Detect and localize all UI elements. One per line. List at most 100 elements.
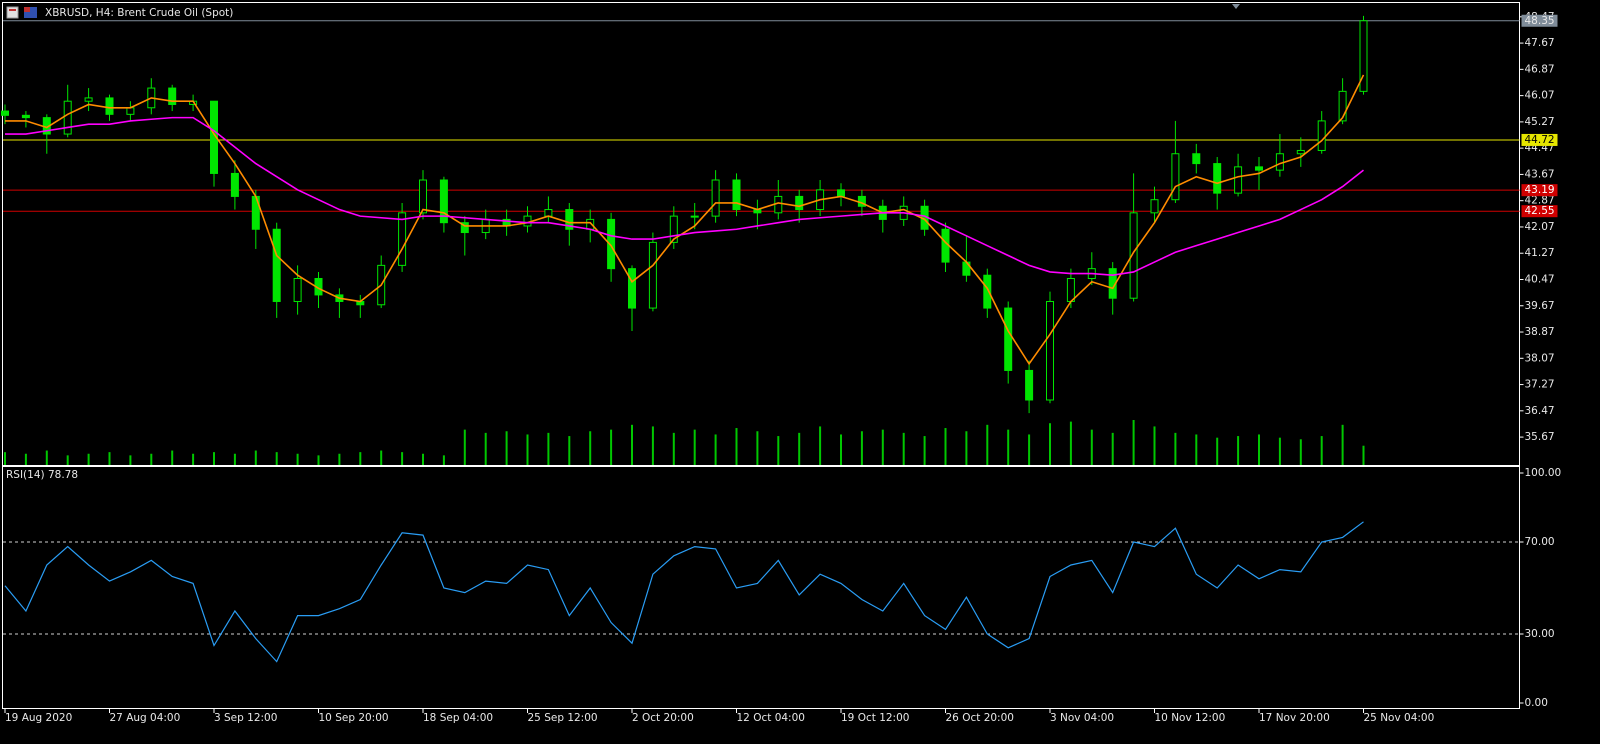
volume-bar [819, 426, 822, 465]
volume-bar [881, 429, 884, 465]
x-tick-label: 3 Nov 04:00 [1050, 712, 1114, 724]
candle-body [648, 241, 657, 309]
candle-body [1004, 307, 1013, 371]
volume-bar [1049, 423, 1051, 465]
volume-bar [840, 434, 842, 465]
volume-bar [484, 432, 487, 465]
y-tick-label: 70.00 [1525, 536, 1555, 548]
x-tick-label: 27 Aug 04:00 [110, 712, 181, 724]
candle-body [1296, 149, 1305, 155]
volume-bar [24, 453, 27, 465]
volume-bar [1195, 434, 1198, 465]
volume-bar [1153, 426, 1156, 465]
volume-bar [108, 452, 111, 465]
x-tick-label: 3 Sep 12:00 [214, 712, 277, 724]
volume-bar [986, 424, 989, 465]
volume-bar [422, 453, 424, 465]
y-tick-label: 38.87 [1525, 326, 1555, 338]
y-tick-label: 30.00 [1525, 628, 1555, 640]
candle-body [565, 209, 574, 230]
volume-bar [1216, 437, 1219, 465]
y-tick-label: 46.07 [1525, 90, 1555, 102]
volume-bar [4, 452, 6, 465]
candle-body [1213, 163, 1222, 194]
volume-bar [401, 452, 404, 465]
candle-body [1171, 153, 1180, 201]
icon [24, 7, 30, 12]
volume-bar [1362, 445, 1365, 465]
candle-body [230, 172, 239, 197]
volume-bar [1111, 432, 1114, 465]
rsi-title: RSI(14) 78.78 [6, 469, 78, 481]
candle-body [795, 195, 804, 211]
candle-body [419, 179, 427, 214]
volume-bar [965, 431, 968, 465]
volume-bar [651, 426, 654, 465]
candle-body [837, 189, 845, 197]
volume-bar [171, 450, 174, 465]
candle-body [711, 179, 720, 217]
volume-bar [317, 455, 320, 465]
y-tick-label: 40.47 [1525, 273, 1555, 285]
candle-body [210, 100, 218, 174]
candle-body [1192, 153, 1201, 165]
candle-body [84, 97, 93, 102]
volume-bar [45, 450, 48, 465]
volume-bar [1174, 432, 1177, 465]
volume-bar [1278, 437, 1281, 465]
candle-body [63, 100, 72, 135]
x-tick-label: 25 Nov 04:00 [1364, 712, 1435, 724]
volume-bar [380, 450, 383, 465]
candle-body [690, 215, 699, 218]
moving-average [5, 74, 1365, 366]
y-tick-label: 42.07 [1525, 221, 1555, 233]
volume-bar [1007, 429, 1010, 465]
candle-body [21, 114, 30, 119]
x-tick-label: 10 Nov 12:00 [1155, 712, 1226, 724]
volume-bar [1028, 434, 1031, 465]
candle-body [1150, 199, 1159, 214]
volume-bar [1069, 421, 1072, 465]
icon [24, 7, 37, 18]
y-tick-label: 47.67 [1525, 37, 1555, 49]
rsi-name: RSI(14) [6, 469, 45, 481]
x-tick-label: 18 Sep 04:00 [423, 712, 493, 724]
rsi-value: 78.78 [48, 469, 78, 481]
x-tick-label: 10 Sep 20:00 [319, 712, 389, 724]
volume-bar [359, 452, 362, 465]
candle-body [1255, 166, 1263, 171]
y-tick-label: 36.47 [1525, 405, 1555, 417]
volume-bar [777, 436, 780, 465]
candle-body [1275, 153, 1284, 171]
y-tick-label: 38.07 [1525, 352, 1555, 364]
level-label-box [1521, 133, 1558, 146]
candle-body [774, 195, 783, 214]
volume-bar [233, 453, 236, 465]
y-tick-label: 45.27 [1525, 116, 1555, 128]
volume-bar [1341, 424, 1344, 465]
x-tick-label: 2 Oct 20:00 [632, 712, 694, 724]
volume-bar [798, 432, 801, 465]
candle-body [732, 179, 741, 211]
volume-bar [902, 432, 905, 465]
volume-bar [631, 424, 633, 465]
y-tick-label: 100.00 [1525, 467, 1562, 479]
volume-bar [923, 436, 926, 465]
candle-body [168, 87, 177, 105]
volume-bar [442, 455, 445, 465]
volume-bar [1320, 436, 1323, 465]
volume-bar [296, 453, 299, 465]
volume-bar [693, 429, 696, 465]
candle-body [1234, 166, 1243, 194]
shift-marker [1232, 4, 1240, 9]
candle-body [398, 212, 407, 266]
level-label-box [1521, 184, 1558, 197]
candle-body [669, 215, 678, 243]
volume-bar [944, 428, 947, 465]
volume-bar [547, 432, 550, 465]
level-label: 42.55 [1525, 205, 1555, 217]
frame [2, 2, 1520, 709]
volume-bar [610, 429, 613, 465]
candle-body [1046, 300, 1054, 401]
